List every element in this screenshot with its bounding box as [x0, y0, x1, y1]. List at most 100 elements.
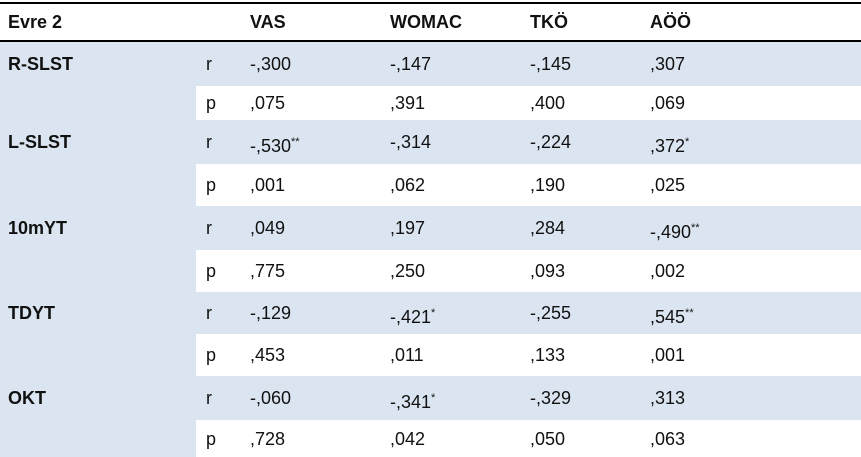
- value: ,545: [650, 307, 686, 327]
- value-cell: ,069: [650, 93, 685, 113]
- group-label: L-SLST: [8, 132, 71, 152]
- value: ,775: [250, 261, 286, 281]
- header-cell: Evre 2: [8, 12, 63, 32]
- value-cell: ,190: [530, 175, 565, 195]
- row-shade: [196, 376, 861, 420]
- value: ,049: [250, 218, 286, 238]
- label-column-shade: [0, 42, 196, 457]
- value-cell: ,062: [390, 175, 425, 195]
- stat-label: p: [206, 428, 217, 449]
- value-cell: ,049: [250, 218, 285, 238]
- value-cell: -,147: [390, 54, 431, 74]
- stat-label: r: [206, 388, 212, 408]
- value-cell: -,341*: [390, 388, 435, 412]
- value: -,145: [530, 54, 572, 74]
- stat-label: p: [206, 93, 217, 113]
- stat-label: r: [206, 218, 212, 238]
- value: ,025: [650, 175, 686, 195]
- value-cell: -,129: [250, 303, 291, 323]
- value: ,728: [250, 428, 286, 449]
- value-cell: ,313: [650, 388, 685, 408]
- value-cell: ,307: [650, 54, 685, 74]
- value: ,002: [650, 261, 686, 281]
- value-cell: ,372*: [650, 132, 689, 156]
- value-cell: ,284: [530, 218, 565, 238]
- value-cell: -,421*: [390, 303, 435, 327]
- value-cell: ,250: [390, 261, 425, 281]
- significance-mark: *: [431, 307, 436, 319]
- value: ,042: [390, 428, 426, 449]
- group-label: 10mYT: [8, 218, 68, 238]
- value: ,190: [530, 175, 566, 195]
- row-shade: [196, 206, 861, 250]
- value: ,063: [650, 428, 686, 449]
- value: -,129: [250, 303, 292, 323]
- value: ,197: [390, 218, 426, 238]
- value: ,133: [530, 345, 566, 365]
- value-cell: ,133: [530, 345, 565, 365]
- value-cell: ,453: [250, 345, 285, 365]
- value: -,255: [530, 303, 572, 323]
- value: ,307: [650, 54, 686, 74]
- value: ,093: [530, 261, 566, 281]
- value-cell: -,300: [250, 54, 291, 74]
- value-cell: ,001: [250, 175, 285, 195]
- value: ,372: [650, 136, 686, 156]
- value-cell: ,001: [650, 345, 685, 365]
- value: -,060: [250, 388, 292, 408]
- value-cell: -,530**: [250, 132, 300, 156]
- value-cell: ,728: [250, 429, 285, 449]
- header-cell: TKÖ: [530, 12, 568, 32]
- header-cell: VAS: [250, 12, 286, 32]
- significance-mark: **: [685, 307, 694, 319]
- value-cell: ,400: [530, 93, 565, 113]
- header-cell: AÖÖ: [650, 12, 692, 32]
- value-cell: ,775: [250, 261, 285, 281]
- value: -,490: [650, 222, 692, 242]
- value: ,250: [390, 261, 426, 281]
- value: ,453: [250, 345, 286, 365]
- value: ,069: [650, 93, 686, 113]
- significance-mark: *: [431, 392, 436, 404]
- significance-mark: **: [691, 222, 700, 234]
- group-label: R-SLST: [8, 54, 73, 74]
- value-cell: ,063: [650, 429, 685, 449]
- value: ,284: [530, 218, 566, 238]
- value-cell: ,093: [530, 261, 565, 281]
- value-cell: ,197: [390, 218, 425, 238]
- value-cell: ,391: [390, 93, 425, 113]
- stat-label: r: [206, 303, 212, 323]
- stat-label: p: [206, 175, 217, 195]
- value-cell: ,545**: [650, 303, 694, 327]
- value-cell: -,490**: [650, 218, 700, 242]
- stat-label: r: [206, 54, 212, 74]
- stat-label: r: [206, 132, 212, 152]
- group-label: OKT: [8, 388, 46, 408]
- value-cell: ,050: [530, 429, 565, 449]
- value-cell: -,224: [530, 132, 571, 152]
- value: -,421: [390, 307, 432, 327]
- value-cell: -,255: [530, 303, 571, 323]
- value-cell: ,011: [390, 345, 424, 365]
- stat-label: p: [206, 261, 217, 281]
- value: ,391: [390, 93, 426, 113]
- stat-label: p: [206, 345, 217, 365]
- value-cell: ,025: [650, 175, 685, 195]
- value: -,341: [390, 392, 432, 412]
- value-cell: ,075: [250, 93, 285, 113]
- value: ,011: [390, 345, 424, 365]
- value: ,001: [650, 345, 686, 365]
- value-cell: -,060: [250, 388, 291, 408]
- value: -,147: [390, 54, 432, 74]
- value-cell: -,314: [390, 132, 431, 152]
- value: ,050: [530, 428, 566, 449]
- value: -,224: [530, 132, 572, 152]
- row-shade: [196, 120, 861, 164]
- value-cell: ,002: [650, 261, 685, 281]
- value: ,313: [650, 388, 686, 408]
- row-shade: [196, 292, 861, 334]
- row-shade: [196, 42, 861, 86]
- value: ,400: [530, 93, 566, 113]
- value: -,329: [530, 388, 572, 408]
